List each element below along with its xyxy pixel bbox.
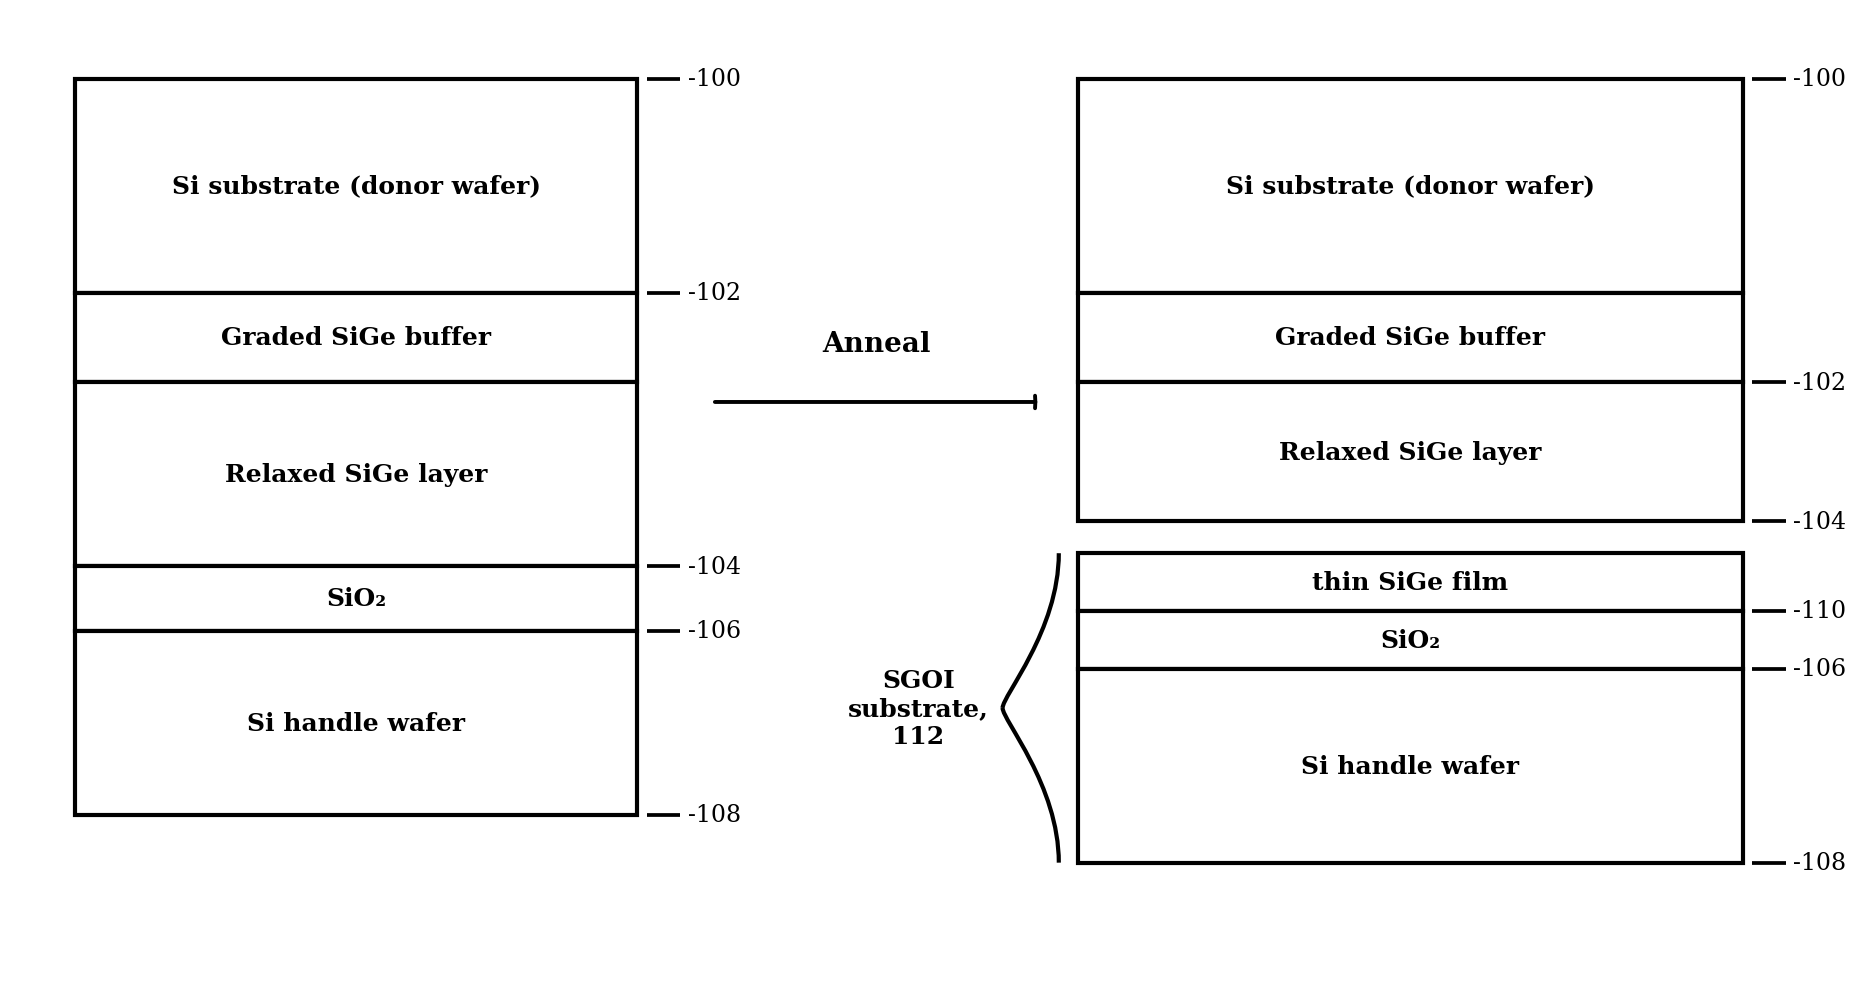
Text: -106: -106	[687, 619, 740, 643]
Text: Graded SiGe buffer: Graded SiGe buffer	[221, 326, 491, 350]
Text: Si handle wafer: Si handle wafer	[1300, 753, 1519, 778]
Bar	[1077, 669, 1742, 863]
Bar	[75, 383, 637, 567]
Text: -102: -102	[1792, 371, 1845, 395]
Bar	[1077, 383, 1742, 522]
Text: -108: -108	[687, 803, 740, 827]
Bar	[1077, 80, 1742, 293]
Text: -100: -100	[687, 68, 740, 91]
Text: SGOI
substrate,
112: SGOI substrate, 112	[847, 668, 989, 747]
Bar	[75, 293, 637, 383]
Text: -108: -108	[1792, 851, 1845, 875]
Text: Relaxed SiGe layer: Relaxed SiGe layer	[225, 462, 487, 487]
Bar	[1077, 554, 1742, 611]
Text: SiO₂: SiO₂	[326, 586, 386, 611]
Text: -104: -104	[1792, 510, 1845, 534]
Text: SiO₂: SiO₂	[1379, 628, 1440, 652]
Text: Graded SiGe buffer: Graded SiGe buffer	[1274, 326, 1545, 350]
Text: Relaxed SiGe layer: Relaxed SiGe layer	[1277, 440, 1541, 464]
Text: Si substrate (donor wafer): Si substrate (donor wafer)	[1225, 174, 1594, 199]
Bar	[1077, 611, 1742, 669]
Text: -104: -104	[687, 555, 740, 579]
Text: -102: -102	[687, 281, 740, 305]
Text: Si handle wafer: Si handle wafer	[247, 711, 465, 736]
Bar	[75, 567, 637, 631]
Text: -110: -110	[1792, 599, 1845, 623]
Bar	[1077, 293, 1742, 383]
Bar	[75, 80, 637, 293]
Text: Si substrate (donor wafer): Si substrate (donor wafer)	[172, 174, 539, 199]
Text: thin SiGe film: thin SiGe film	[1311, 571, 1508, 594]
Text: Anneal: Anneal	[822, 331, 929, 358]
Bar	[75, 631, 637, 815]
Text: -100: -100	[1792, 68, 1845, 91]
Text: -106: -106	[1792, 657, 1845, 681]
